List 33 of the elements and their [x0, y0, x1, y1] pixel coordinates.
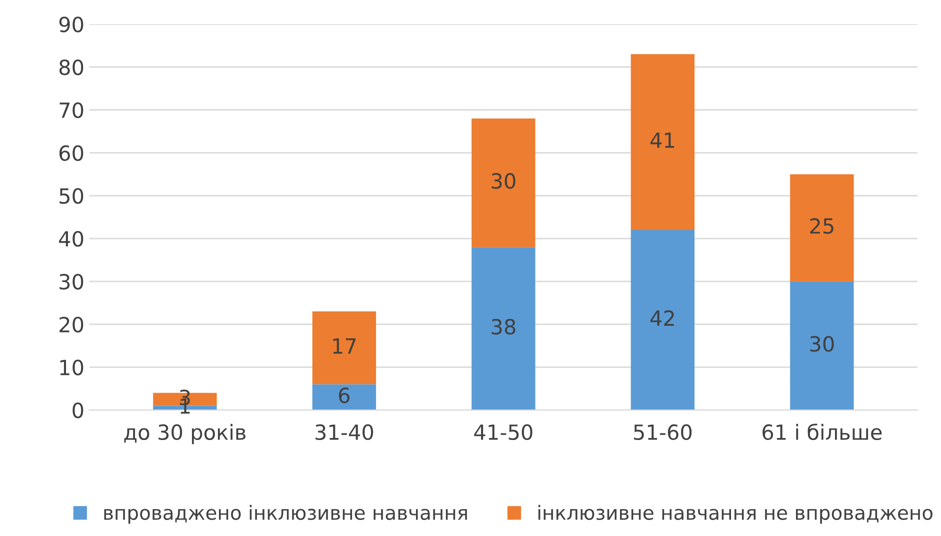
y-tick-label: 0 — [72, 402, 84, 418]
data-label: 6 — [339, 387, 350, 404]
x-tick-label: 31-40 — [316, 424, 374, 440]
legend-label: впроваджено інклюзивне навчання — [104, 504, 467, 524]
data-label: 38 — [492, 318, 516, 335]
y-tick-label: 30 — [60, 274, 84, 290]
bar — [790, 174, 854, 282]
data-label: 30 — [492, 173, 516, 189]
x-tick-label: 51-60 — [634, 424, 692, 440]
data-label: 42 — [650, 310, 674, 326]
data-label: 41 — [650, 132, 674, 148]
bar — [312, 311, 376, 384]
y-tick-label: 80 — [59, 59, 84, 76]
x-tick-label: 41-50 — [474, 424, 532, 440]
data-label: 25 — [810, 218, 834, 234]
y-tick-label: 50 — [60, 188, 84, 204]
legend-label: інклюзивне навчання не впроваджено — [538, 504, 932, 524]
data-label: 30 — [810, 336, 834, 352]
y-tick-label: 90 — [59, 16, 84, 32]
bar — [630, 230, 695, 410]
y-tick-label: 60 — [59, 145, 84, 161]
bar — [472, 118, 536, 248]
y-tick-label: 70 — [60, 102, 84, 118]
bar — [630, 54, 695, 230]
y-tick-label: 40 — [59, 230, 84, 247]
x-tick-label: 61 і більше — [762, 424, 882, 440]
x-tick-label: до 30 років — [124, 424, 246, 444]
y-tick-label: 10 — [60, 360, 84, 376]
bar — [312, 384, 376, 410]
bar — [790, 281, 854, 410]
data-label: 17 — [333, 338, 356, 354]
bar — [472, 247, 536, 410]
y-tick-label: 20 — [60, 316, 84, 332]
